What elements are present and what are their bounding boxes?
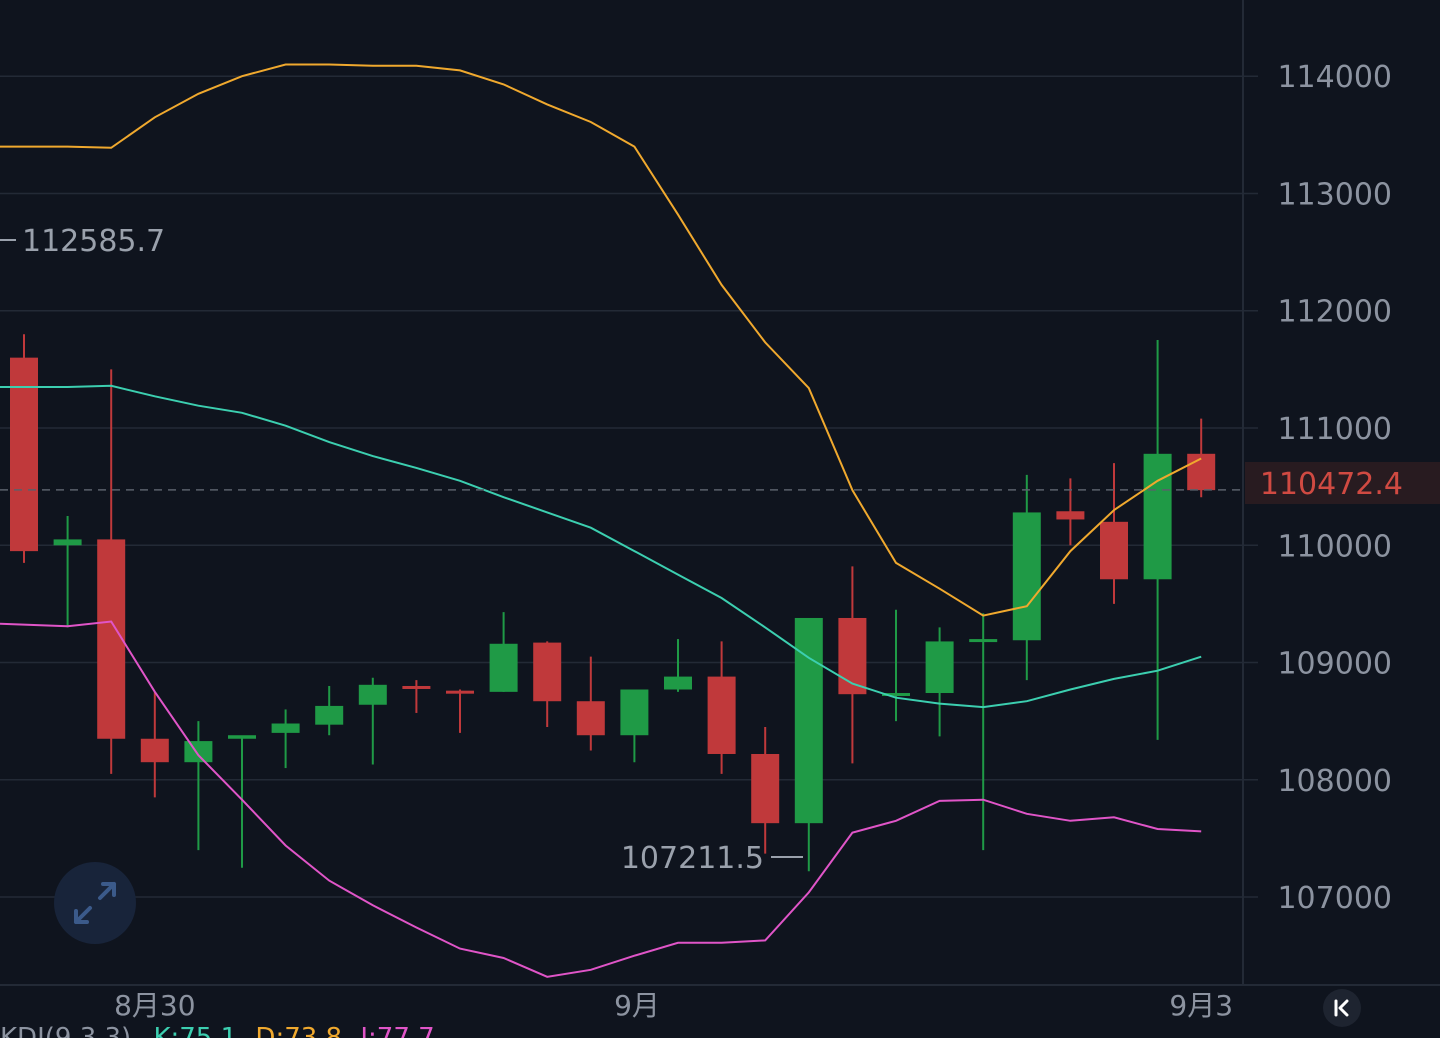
candle-body bbox=[184, 741, 213, 763]
price-tick-label: 110000 bbox=[1277, 529, 1392, 564]
kdj-indicator-legend: KDJ(9,3,3) K:75.1 D:73.8 J:77.7 bbox=[0, 1023, 435, 1038]
candle-body bbox=[707, 676, 736, 754]
min-price-label: 107211.5 bbox=[621, 841, 764, 876]
price-tick-label: 111000 bbox=[1277, 412, 1392, 447]
candle-body bbox=[576, 701, 605, 736]
candle-body bbox=[271, 723, 300, 733]
price-tick-label: 107000 bbox=[1277, 881, 1392, 916]
candle-body bbox=[620, 689, 649, 736]
price-tick-label: 108000 bbox=[1277, 764, 1392, 799]
price-tick-label: 109000 bbox=[1277, 647, 1392, 682]
scroll-to-latest-button[interactable] bbox=[1323, 989, 1361, 1027]
price-tick-label: 114000 bbox=[1277, 60, 1392, 95]
candle bbox=[620, 689, 649, 763]
candle-body bbox=[402, 685, 431, 689]
time-axis: 8月30 9月 9月3 bbox=[114, 989, 1233, 1022]
candle bbox=[315, 685, 344, 736]
time-tick-label: 9月 bbox=[614, 989, 660, 1022]
candle-body bbox=[533, 642, 562, 702]
candle-body bbox=[358, 684, 387, 705]
candle-body bbox=[838, 617, 867, 695]
candle-body bbox=[1056, 511, 1085, 520]
candle-body bbox=[228, 735, 256, 739]
candle bbox=[489, 612, 518, 692]
candle bbox=[1187, 418, 1216, 498]
candle-body bbox=[1012, 512, 1041, 641]
expand-icon bbox=[74, 882, 116, 924]
kdj-k-value: K:75.1 bbox=[153, 1023, 237, 1038]
candle bbox=[10, 334, 38, 563]
price-tick-label: 112000 bbox=[1277, 295, 1392, 330]
candle bbox=[53, 515, 82, 628]
candle-body bbox=[1187, 453, 1216, 491]
candle bbox=[1012, 474, 1041, 681]
candle bbox=[402, 680, 431, 713]
boll-bands-layer bbox=[0, 63, 1202, 978]
max-price-label: 112585.7 bbox=[22, 224, 165, 259]
grid-lines bbox=[0, 75, 1258, 898]
skip-back-icon bbox=[1334, 999, 1349, 1017]
time-tick-label: 8月30 bbox=[114, 989, 195, 1022]
candle bbox=[446, 689, 474, 733]
candle bbox=[228, 735, 256, 868]
boll-lower-line bbox=[0, 620, 1202, 978]
candle-body bbox=[10, 357, 38, 552]
candle bbox=[751, 727, 780, 854]
candle-body bbox=[446, 690, 474, 694]
candle bbox=[576, 656, 605, 751]
candle-body bbox=[751, 753, 780, 824]
candle bbox=[358, 677, 387, 765]
kdj-j-value: J:77.7 bbox=[358, 1023, 434, 1038]
kdj-d-value: D:73.8 bbox=[255, 1023, 342, 1038]
candle-body bbox=[1100, 521, 1128, 580]
current-price-label: 110472.4 bbox=[1260, 467, 1403, 502]
current-price-tag-bg bbox=[1245, 462, 1440, 504]
candle-body bbox=[925, 641, 954, 694]
boll-upper-line bbox=[0, 63, 1202, 617]
candle-body bbox=[1143, 453, 1172, 580]
candle bbox=[707, 641, 736, 774]
candle-body bbox=[140, 738, 169, 763]
price-tick-label: 113000 bbox=[1277, 177, 1392, 212]
candle-body bbox=[794, 617, 823, 824]
candle bbox=[969, 613, 998, 851]
candle bbox=[140, 691, 169, 798]
candle bbox=[925, 627, 954, 737]
price-axis: 114000 113000 112000 111000 110000 109000 1080… bbox=[1277, 60, 1392, 916]
candle-body bbox=[969, 639, 998, 643]
candle-body bbox=[315, 705, 344, 725]
time-tick-label: 9月3 bbox=[1169, 989, 1233, 1022]
max-annotation: 112585.7 bbox=[0, 224, 165, 259]
candles-layer bbox=[10, 334, 1216, 872]
expand-chart-button[interactable] bbox=[54, 862, 136, 944]
candle bbox=[838, 566, 867, 764]
candle bbox=[533, 641, 562, 728]
candle-body bbox=[882, 693, 910, 697]
current-price-tag: 110472.4 bbox=[1245, 462, 1440, 504]
min-annotation: 107211.5 bbox=[621, 841, 803, 876]
candle bbox=[882, 609, 910, 722]
candle-body bbox=[97, 539, 126, 739]
candle bbox=[271, 709, 300, 769]
candle bbox=[1056, 478, 1085, 546]
candle-body bbox=[489, 643, 518, 692]
candle bbox=[664, 639, 692, 692]
candle bbox=[794, 617, 823, 872]
kdj-params: KDJ(9,3,3) bbox=[0, 1023, 131, 1038]
candle bbox=[1143, 340, 1172, 740]
candle-body bbox=[664, 676, 692, 690]
candle-body bbox=[53, 539, 82, 546]
candle bbox=[1100, 463, 1128, 604]
candle bbox=[97, 369, 126, 774]
boll-mid-line bbox=[0, 384, 1202, 709]
